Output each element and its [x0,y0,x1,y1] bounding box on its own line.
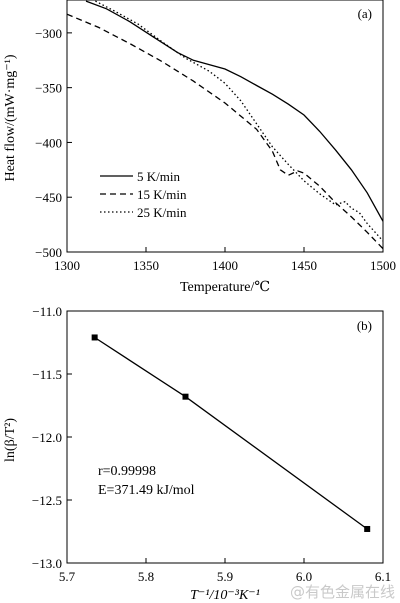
panel-a-heat-flow-chart: 1300 1350 1400 1450 1500 −500 −450 −400 −350 −30… [3,0,396,295]
panel-b-x-tick-label: 6.1 [375,569,391,584]
data-point-marker [182,393,189,400]
panel-b-x-tick-label: 6.0 [296,569,312,584]
fit-line [94,336,368,530]
data-point-marker [364,525,371,532]
panel-a-plot-frame [66,0,384,253]
panel-b-x-tick-label: 5.7 [59,569,76,584]
panel-a-series [67,0,383,250]
panel-b-label: (b) [357,318,372,333]
series-line-dotted [95,0,383,242]
panel-b-y-tick-label: −11.5 [32,367,62,382]
panel-b-y-tick-label: −12.0 [32,430,62,445]
panel-a-x-tick-label: 1300 [54,258,80,273]
panel-a-y-tick-label: −400 [35,135,62,150]
panel-a-y-tick-label: −300 [35,26,62,41]
panel-b-x-ticks: 5.7 5.8 5.9 6.0 6.1 [59,558,391,584]
panel-a-y-tick-label: −350 [35,81,62,96]
panel-a-label: (a) [358,6,372,21]
panel-a-x-tick-label: 1500 [370,258,396,273]
panel-a-legend: 5 K/min 15 K/min 25 K/min [100,169,187,220]
series-line-solid [85,0,383,222]
panel-b-y-tick-label: −11.0 [32,304,62,319]
panel-a-y-tick-label: −500 [35,245,62,260]
series-line-dashed [67,13,383,250]
panel-b-x-axis-label: T⁻¹/10⁻³K⁻¹ [190,588,260,603]
watermark: @有色金属在线 [290,583,395,601]
legend-label-15k: 15 K/min [137,187,187,202]
annotation-correlation: r=0.99998 [98,464,156,479]
panel-a-x-tick-label: 1450 [291,258,317,273]
panel-b-x-tick-label: 5.9 [217,569,233,584]
panel-b-y-ticks: −11.0 −11.5 −12.0 −12.5 −13.0 [32,304,72,571]
data-point-marker [91,334,98,341]
panel-b-y-tick-label: −12.5 [32,493,62,508]
legend-label-5k: 5 K/min [137,169,180,184]
panel-a-x-tick-label: 1400 [212,258,238,273]
panel-b-y-tick-label: −13.0 [32,556,62,571]
legend-label-25k: 25 K/min [137,205,187,220]
annotation-activation-energy: E=371.49 kJ/mol [98,483,195,498]
panel-b-data [91,334,371,532]
panel-b-y-axis-label: ln(β/T²) [3,418,18,462]
panel-b-arrhenius-chart: 5.7 5.8 5.9 6.0 6.1 −11.0 −11.5 −12.0 −12.5 −13.… [3,304,391,603]
panel-a-x-axis-label: Temperature/℃ [180,280,270,295]
panel-a-y-tick-label: −450 [35,190,62,205]
panel-b-plot-frame [66,310,384,564]
panel-a-x-ticks: 1300 1350 1400 1450 1500 [54,247,396,273]
panel-a-x-tick-label: 1350 [133,258,159,273]
panel-a-y-axis-label: Heat flow/(mW·mg⁻¹) [3,54,18,181]
panel-b-x-tick-label: 5.8 [138,569,154,584]
panel-a-y-ticks: −500 −450 −400 −350 −300 [35,26,72,260]
